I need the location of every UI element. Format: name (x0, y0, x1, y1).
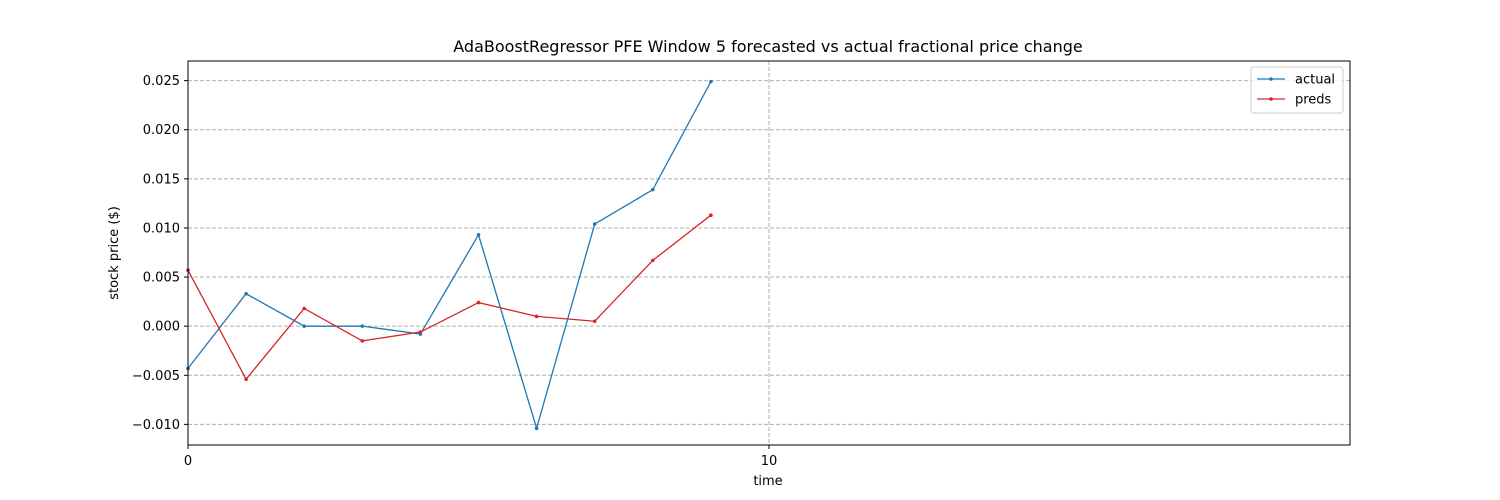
y-tick-label: 0.025 (143, 74, 180, 89)
series-lines (186, 79, 713, 431)
y-axis: −0.010 −0.005 0.000 0.005 0.010 0.015 0.020 0.0… (132, 74, 188, 433)
series-line-actual (187, 81, 712, 431)
legend-label-actual: actual (1295, 73, 1335, 88)
legend-marker-actual (1269, 77, 1273, 81)
data-point-preds (418, 330, 423, 334)
x-axis-label: time (753, 474, 782, 489)
data-point-preds (476, 300, 481, 305)
data-point-actual (651, 187, 655, 192)
legend: actual preds (1250, 66, 1344, 114)
data-point-actual (302, 324, 307, 328)
data-point-preds (651, 258, 655, 263)
series-line-preds (187, 214, 712, 381)
y-tick-label: −0.010 (132, 418, 180, 433)
data-point-actual (244, 291, 248, 296)
y-tick-label: 0.000 (143, 320, 180, 335)
data-point-preds (302, 306, 307, 311)
chart-title: AdaBoostRegressor PFE Window 5 forecaste… (453, 37, 1082, 56)
y-tick-label: −0.005 (132, 369, 180, 384)
data-point-preds (244, 377, 248, 381)
y-tick-label: 0.020 (143, 123, 180, 138)
data-point-actual (709, 79, 713, 84)
data-point-preds (709, 213, 713, 217)
legend-label-preds: preds (1295, 93, 1332, 108)
data-point-actual (534, 426, 539, 431)
x-tick-label: 10 (761, 454, 778, 469)
data-point-preds (360, 339, 365, 343)
data-point-preds (592, 319, 597, 324)
data-point-actual (476, 233, 481, 237)
y-tick-label: 0.015 (143, 172, 180, 187)
y-tick-label: 0.010 (143, 221, 180, 236)
data-point-actual (360, 324, 365, 328)
grid (188, 61, 1350, 445)
legend-marker-preds (1269, 97, 1273, 101)
data-point-actual (592, 222, 597, 226)
x-tick-label: 0 (184, 454, 192, 469)
data-point-preds (534, 314, 539, 319)
y-tick-label: 0.005 (143, 271, 180, 286)
y-axis-label: stock price ($) (107, 206, 122, 300)
x-axis: 0 10 (184, 445, 777, 469)
